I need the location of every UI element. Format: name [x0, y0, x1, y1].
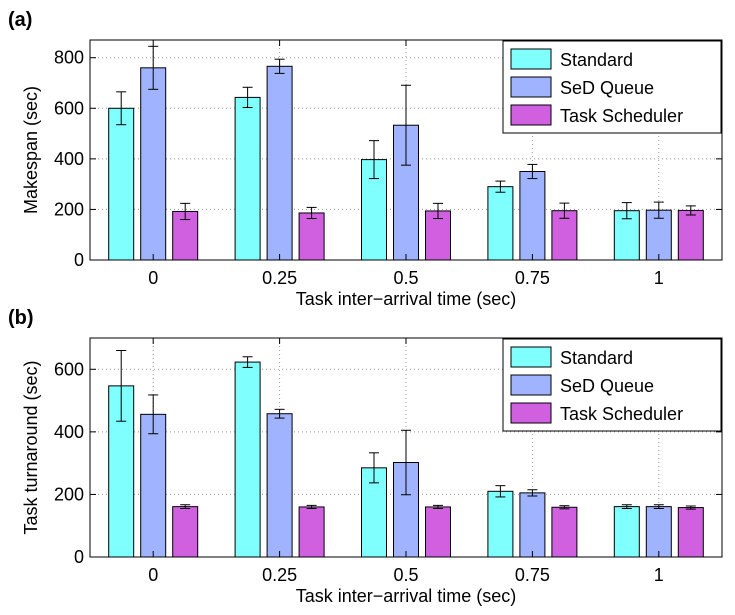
legend-label: SeD Queue [560, 376, 654, 396]
x-tick-label: 0.25 [262, 565, 297, 585]
legend: Standard SeD Queue Task Scheduler [502, 40, 722, 134]
y-tick-label: 800 [54, 48, 84, 68]
bar [266, 413, 293, 558]
bar [172, 506, 199, 558]
bar [140, 67, 167, 261]
bar [425, 210, 451, 261]
legend-label: Task Scheduler [560, 404, 683, 424]
y-tick-label: 400 [54, 149, 84, 169]
bar [677, 209, 704, 261]
x-tick-label: 0 [148, 268, 158, 288]
y-tick-label: 0 [74, 547, 84, 567]
legend-swatch [510, 402, 552, 424]
x-tick-label: 0.5 [393, 565, 418, 585]
bar [613, 506, 640, 558]
y-tick-label: 600 [54, 359, 84, 379]
bar [425, 506, 451, 558]
panel-label: (a) [8, 9, 32, 31]
x-tick-label: 1 [654, 268, 664, 288]
y-axis-title: Makespan (sec) [21, 86, 41, 214]
bar [487, 186, 514, 261]
x-axis-title: Task inter−arrival time (sec) [296, 586, 517, 606]
legend-swatch [510, 104, 552, 126]
chart-panel-a: 0 200 400 600 800 0 0.25 0.5 0.75 1 Task inter−arr… [8, 9, 723, 309]
x-tick-label: 0 [148, 565, 158, 585]
legend-label: SeD Queue [560, 78, 654, 98]
legend-swatch [510, 76, 552, 98]
x-tick-label: 0.75 [515, 268, 550, 288]
bar [677, 507, 704, 558]
legend-label: Standard [560, 50, 633, 70]
x-axis-title: Task inter−arrival time (sec) [296, 289, 517, 309]
legend-swatch [510, 346, 552, 368]
y-tick-label: 600 [54, 98, 84, 118]
bar [298, 212, 325, 261]
bar [234, 361, 261, 558]
x-tick-label: 0.75 [515, 565, 550, 585]
bar [551, 210, 578, 261]
legend-label: Task Scheduler [560, 106, 683, 126]
legend-label: Standard [560, 348, 633, 368]
legend-swatch [510, 374, 552, 396]
chart-panel-b: 0 200 400 600 0 0.25 0.5 0.75 1 Task inter−arriva… [8, 307, 723, 606]
x-tick-label: 0.5 [393, 268, 418, 288]
y-tick-label: 200 [54, 199, 84, 219]
bar [266, 65, 293, 261]
bar [234, 96, 261, 261]
bar [487, 490, 514, 558]
bar [519, 170, 546, 261]
bar [551, 506, 578, 558]
legend: Standard SeD Queue Task Scheduler [502, 338, 722, 432]
bar [298, 506, 325, 558]
bar [645, 506, 672, 558]
panel-label: (b) [8, 307, 34, 329]
bar [140, 413, 167, 558]
y-axis-title: Task turnaround (sec) [21, 360, 41, 534]
y-tick-label: 0 [74, 250, 84, 270]
y-tick-label: 200 [54, 484, 84, 504]
x-tick-label: 1 [654, 565, 664, 585]
y-tick-label: 400 [54, 422, 84, 442]
bar [108, 107, 135, 261]
x-tick-label: 0.25 [262, 268, 297, 288]
bar [519, 492, 546, 558]
legend-swatch [510, 48, 552, 70]
